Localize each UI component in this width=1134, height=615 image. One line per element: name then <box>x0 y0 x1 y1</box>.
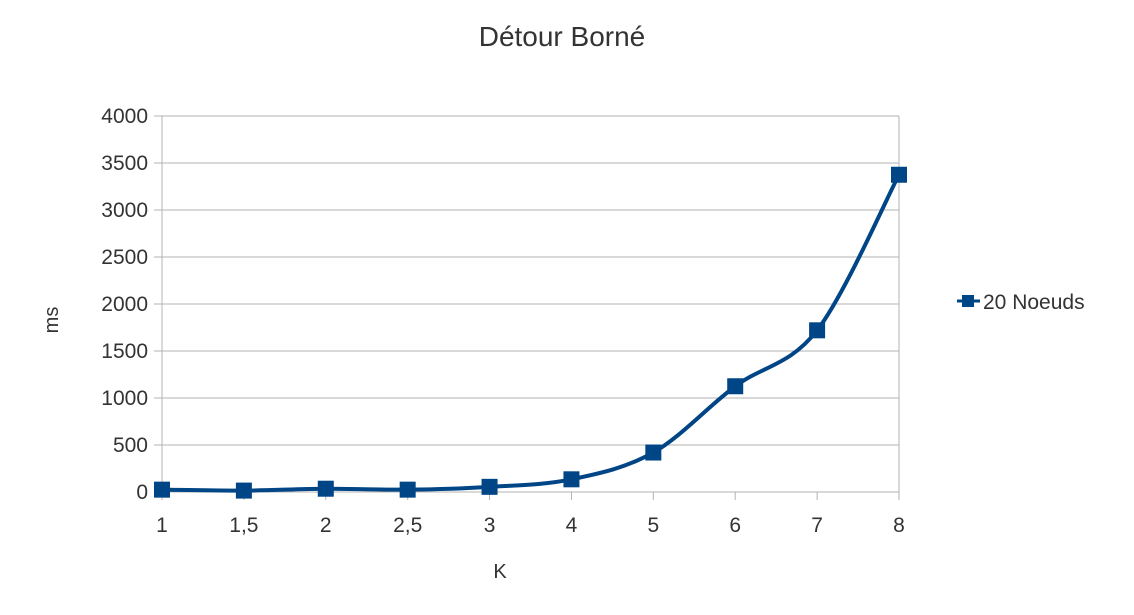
chart-title: Détour Borné <box>479 21 646 52</box>
x-tick-label: 3 <box>484 514 496 537</box>
legend: 20 Noeuds <box>957 291 1085 314</box>
x-tick-label: 5 <box>647 514 659 537</box>
x-tick-label: 7 <box>811 514 823 537</box>
data-point-marker <box>809 322 826 339</box>
y-tick-label: 2000 <box>101 293 148 316</box>
series-20-noeuds <box>154 166 907 499</box>
y-tick-label: 500 <box>113 434 148 457</box>
x-tick-label: 4 <box>566 514 578 537</box>
x-tick-label: 1,5 <box>229 514 258 537</box>
data-point-marker <box>891 166 907 183</box>
y-axis-label: ms <box>41 307 63 334</box>
y-tick-label: 3500 <box>101 152 148 175</box>
x-tick-label: 8 <box>893 514 905 537</box>
data-point-marker <box>399 481 416 498</box>
legend-label: 20 Noeuds <box>983 291 1085 314</box>
x-axis-label: K <box>493 561 507 583</box>
x-tick-label: 1 <box>156 514 168 537</box>
data-point-marker <box>235 482 252 499</box>
y-tick-label: 4000 <box>101 105 148 128</box>
x-tick-label: 2 <box>320 514 332 537</box>
x-tick-labels: 1 1,5 2 2,5 3 4 5 6 7 8 <box>156 492 905 537</box>
y-tick-label: 3000 <box>101 199 148 222</box>
data-point-marker <box>317 480 334 497</box>
y-tick-labels: 0 500 1000 1500 2000 2500 3000 3500 4000 <box>101 105 162 504</box>
y-tick-label: 2500 <box>101 246 148 269</box>
gridlines <box>162 115 900 493</box>
y-tick-label: 0 <box>136 481 148 504</box>
data-point-marker <box>563 471 580 488</box>
data-point-marker <box>645 444 662 461</box>
y-tick-label: 1000 <box>101 387 148 410</box>
legend-marker <box>962 295 974 307</box>
y-tick-label: 1500 <box>101 340 148 363</box>
data-point-marker <box>481 478 498 495</box>
x-tick-label: 2,5 <box>393 514 422 537</box>
x-tick-label: 6 <box>729 514 741 537</box>
series-line <box>160 172 901 493</box>
data-point-marker <box>727 378 744 395</box>
data-point-marker <box>154 481 170 498</box>
